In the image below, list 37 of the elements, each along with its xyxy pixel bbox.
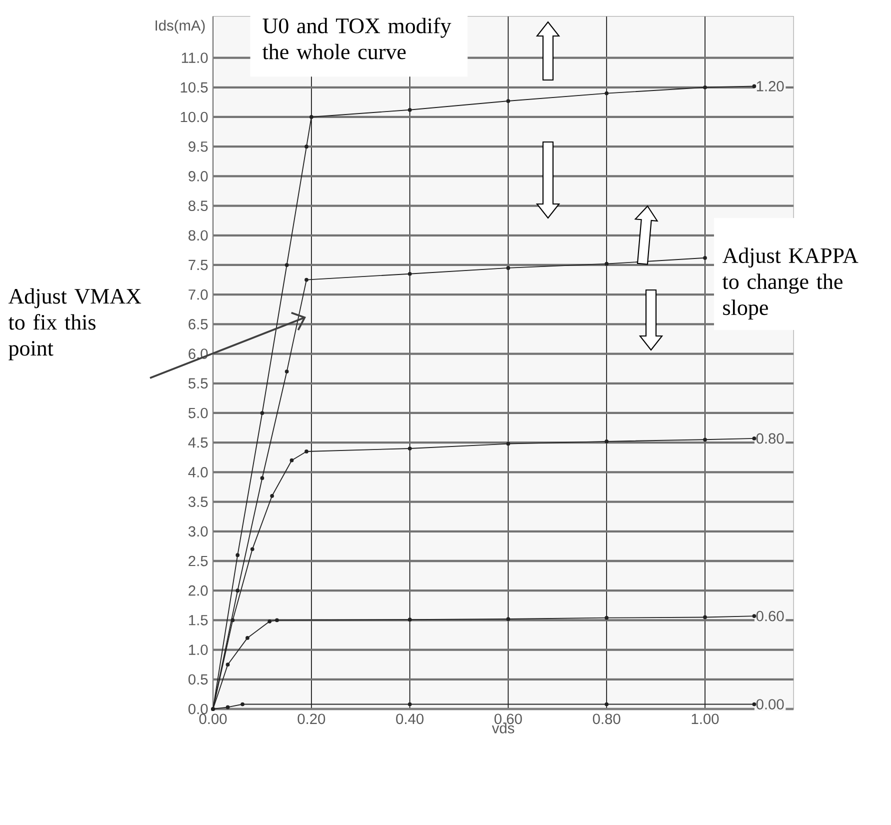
y-tick-label: 0.0 [188, 704, 208, 714]
y-tick-label: 7.5 [188, 260, 208, 270]
y-tick-label: 4.0 [188, 467, 208, 478]
x-tick-label: 0.00 [199, 714, 227, 724]
series-label: 0.80 [756, 433, 784, 444]
y-tick-label: 3.0 [188, 526, 208, 537]
y-tick-label: 2.5 [188, 556, 208, 566]
y-tick-label: 8.0 [188, 230, 208, 241]
y-tick-label: 4.5 [188, 437, 208, 448]
x-tick-label: 1.00 [692, 714, 719, 724]
y-tick-label: 3.5 [188, 496, 208, 507]
y-tick-label: 5.5 [188, 378, 208, 389]
y-tick-label: 11.0 [182, 52, 208, 63]
y-tick-label: 10.5 [180, 82, 208, 93]
y-axis-title: Ids(mA) [156, 20, 205, 34]
x-tick-label: 0.80 [592, 714, 620, 724]
x-tick-label: 0.40 [396, 714, 424, 724]
y-tick-label: 0.5 [188, 674, 208, 685]
y-tick-label: 9.0 [188, 171, 208, 182]
annotation: Adjust KAPPA to change the slope [722, 248, 858, 320]
y-tick-label: 1.5 [189, 615, 208, 626]
annotation: U0 and TOX modify the whole curve [262, 18, 452, 60]
y-tick-label: 7.0 [188, 289, 208, 300]
x-axis-title: vds [492, 722, 514, 734]
y-tick-label: 2.0 [188, 585, 208, 596]
x-tick-label: 0.20 [298, 714, 326, 724]
series-label: 1.20 [756, 81, 784, 92]
x-tick-label: 0.60 [494, 714, 522, 724]
text: Adjust VMAX to fix this point [8, 288, 142, 360]
y-tick-label: 5.0 [188, 408, 208, 418]
y-tick-label: 9.5 [188, 141, 208, 152]
series-label: 0.60 [756, 610, 784, 622]
y-tick-label: 1.0 [189, 644, 208, 655]
series-label: 0.00 [756, 699, 784, 710]
y-tick-label: 8.5 [188, 200, 208, 211]
y-tick-label: 6.5 [188, 319, 208, 330]
y-tick-label: 10.0 [180, 112, 208, 122]
